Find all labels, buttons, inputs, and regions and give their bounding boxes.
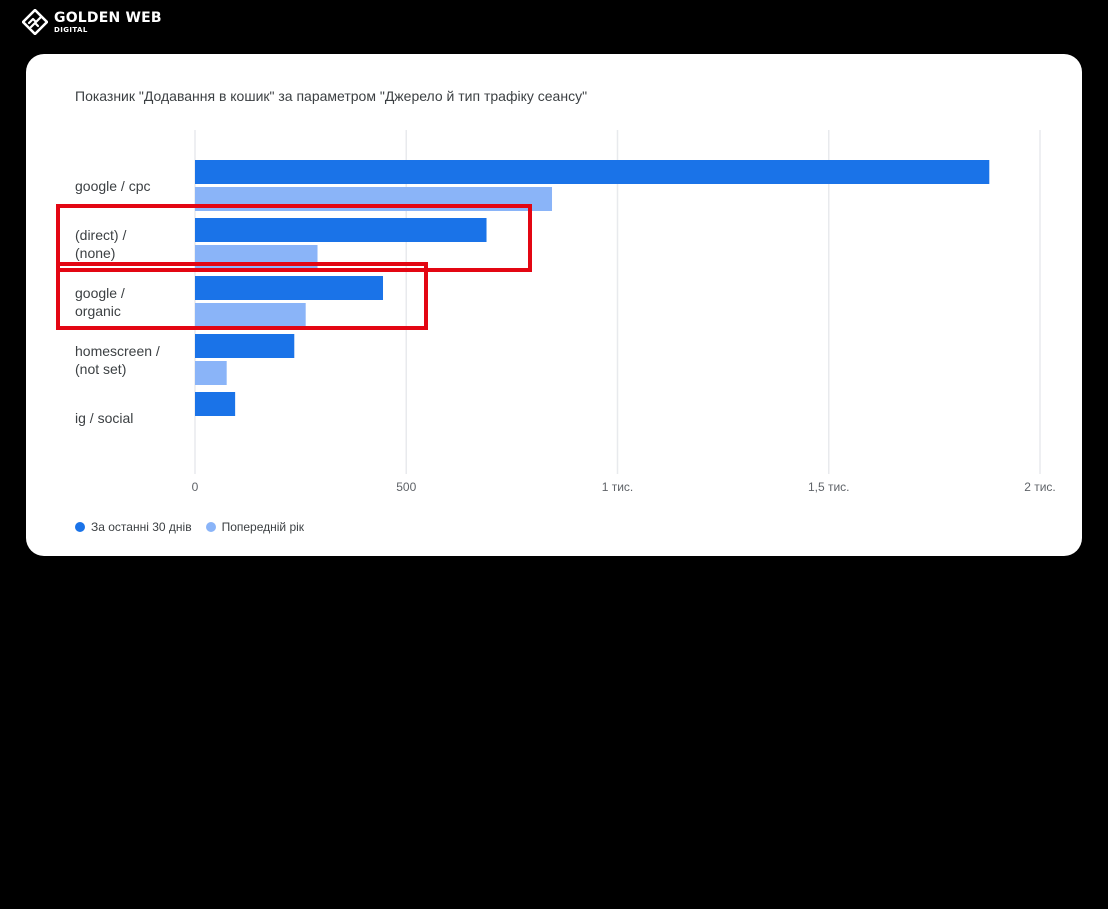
bar-current bbox=[195, 334, 295, 358]
brand-logo: GOLDEN WEB DIGITAL bbox=[22, 9, 162, 35]
x-tick-label: 1,5 тис. bbox=[808, 480, 850, 494]
highlight-box bbox=[56, 262, 428, 330]
brand-subtitle: DIGITAL bbox=[54, 25, 88, 34]
brand-name: GOLDEN WEB bbox=[54, 9, 162, 26]
bar-current bbox=[195, 160, 990, 184]
chart-title: Показник "Додавання в кошик" за параметр… bbox=[75, 88, 588, 104]
bar-current bbox=[195, 392, 236, 416]
category-label: organic bbox=[75, 303, 121, 319]
bar-current bbox=[195, 218, 487, 242]
x-tick-label: 1 тис. bbox=[602, 480, 634, 494]
x-tick-label: 0 bbox=[192, 480, 199, 494]
legend-dot-icon bbox=[205, 522, 216, 532]
category-label: (direct) / bbox=[75, 227, 126, 243]
category-label: homescreen / bbox=[75, 343, 160, 359]
x-tick-label: 500 bbox=[396, 480, 416, 494]
category-label: (none) bbox=[75, 245, 115, 261]
highlight-box bbox=[56, 204, 532, 272]
legend-label: Попередній рік bbox=[221, 520, 305, 534]
chart-legend: За останні 30 днів Попередній рік bbox=[75, 520, 304, 534]
category-label: (not set) bbox=[75, 361, 126, 377]
legend-item: За останні 30 днів bbox=[75, 520, 192, 534]
bar-previous bbox=[195, 303, 306, 327]
bar-current bbox=[195, 276, 384, 300]
x-tick-label: 2 тис. bbox=[1024, 480, 1056, 494]
category-label: google / bbox=[75, 285, 125, 301]
legend-item: Попередній рік bbox=[205, 520, 305, 534]
category-label: ig / social bbox=[75, 410, 133, 426]
legend-label: За останні 30 днів bbox=[91, 520, 192, 534]
bar-previous bbox=[195, 361, 227, 385]
category-label: google / cpc bbox=[75, 178, 151, 194]
golden-web-logo-icon bbox=[22, 9, 48, 35]
legend-dot-icon bbox=[75, 522, 85, 532]
chart-card: Показник "Додавання в кошик" за параметр… bbox=[26, 54, 1082, 556]
